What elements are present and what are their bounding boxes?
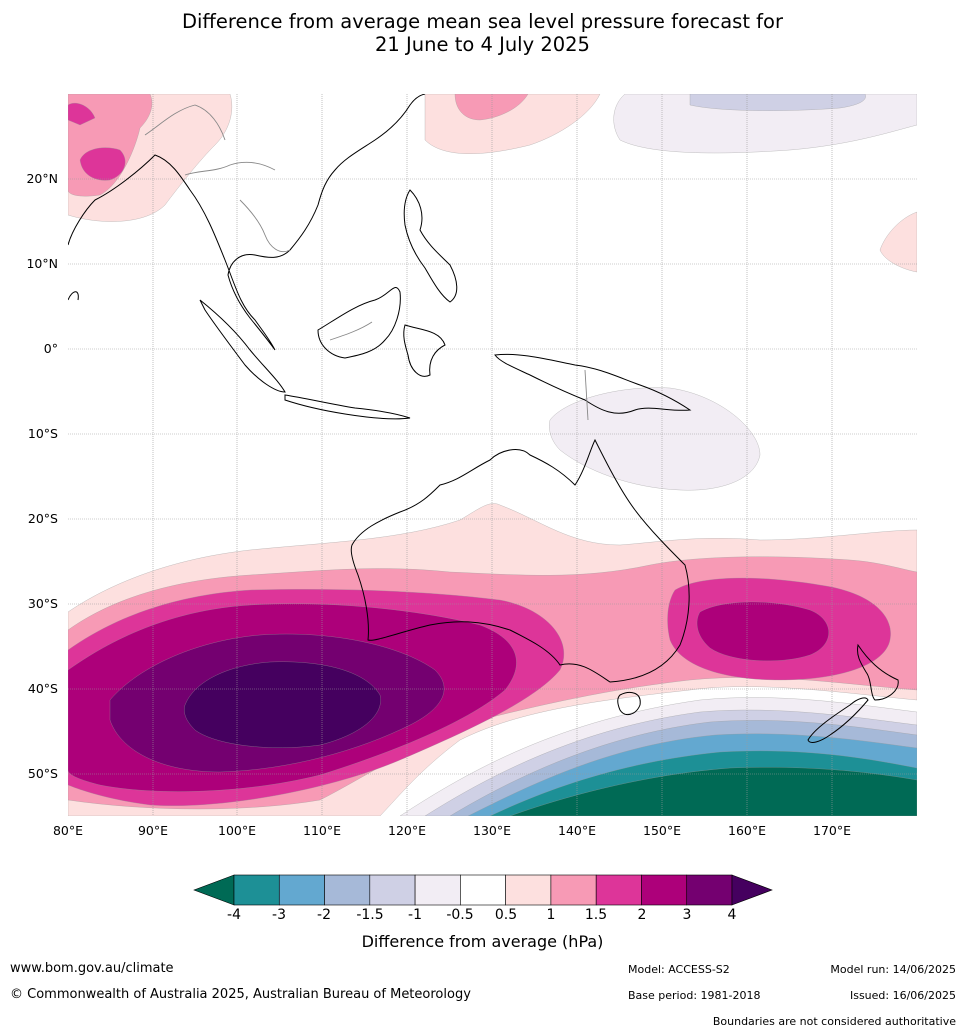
- colorbar-tick-neg2: -2: [317, 907, 331, 923]
- anomaly-pos4-south: [184, 661, 381, 748]
- lat-label-0: 0°: [43, 341, 58, 356]
- lon-label-120e: 120°E: [387, 823, 427, 838]
- lat-label-40s: 40°S: [27, 681, 58, 696]
- colorbar-tick-pos05: 0.5: [494, 907, 518, 923]
- tasmania-coast: [617, 692, 641, 716]
- anomaly-neg1-north: [689, 94, 866, 111]
- lon-label-130e: 130°E: [472, 823, 512, 838]
- colorbar-swatch: [550, 874, 597, 906]
- lon-label-160e: 160°E: [727, 823, 767, 838]
- anomaly-pos15-northwest-top: [68, 102, 96, 126]
- footer-base-period: Base period: 1981-2018: [628, 989, 761, 1002]
- colorbar-swatch: [595, 874, 642, 906]
- title-line-1: Difference from average mean sea level p…: [182, 10, 783, 33]
- colorbar-arrow-low: [193, 874, 235, 906]
- colorbar-swatch: [324, 874, 371, 906]
- borneo-coast: [317, 286, 401, 359]
- footer-url: www.bom.gov.au/climate: [10, 961, 174, 976]
- colorbar-swatch: [641, 874, 688, 906]
- sumatra-coast: [199, 299, 286, 393]
- colorbar-tick-neg1: -1: [408, 907, 422, 923]
- java-coast: [284, 394, 411, 420]
- colorbar: [193, 874, 773, 906]
- political-boundaries: [144, 104, 589, 421]
- lon-label-110e: 110°E: [302, 823, 342, 838]
- colorbar-tick-pos1: 1: [546, 907, 556, 923]
- coastlines: [68, 94, 899, 743]
- colorbar-tick-pos15: 1.5: [584, 907, 608, 923]
- lon-label-140e: 140°E: [557, 823, 597, 838]
- colorbar-arrow-high: [731, 874, 773, 906]
- colorbar-tick-pos4: 4: [727, 907, 737, 923]
- colorbar-tick-neg05: -0.5: [446, 907, 474, 923]
- anomaly-pos2-tasman: [696, 601, 829, 661]
- colorbar-swatch: [233, 874, 280, 906]
- footer-disclaimer: Boundaries are not considered authoritat…: [712, 1015, 956, 1028]
- colorbar-tick-neg15: -1.5: [356, 907, 384, 923]
- footer-issued: Issued: 16/06/2025: [849, 989, 956, 1002]
- lon-label-90e: 90°E: [137, 823, 169, 838]
- new-guinea-coast: [494, 353, 692, 414]
- anomaly-pos15-northwest: [79, 147, 126, 181]
- title-line-2: 21 June to 4 July 2025: [375, 33, 590, 56]
- colorbar-swatch: [505, 874, 552, 906]
- colorbar-swatch: [460, 874, 506, 906]
- new-zealand-south: [807, 697, 869, 743]
- forecast-map: [68, 94, 917, 816]
- colorbar-swatches: [193, 874, 773, 906]
- lat-label-20n: 20°N: [26, 171, 58, 186]
- colorbar-swatch: [278, 874, 325, 906]
- colorbar-swatch: [369, 874, 416, 906]
- anomaly-pos1-north: [454, 94, 529, 121]
- anomaly-neg05-north: [613, 94, 917, 154]
- india-coast: [68, 291, 79, 301]
- lon-label-170e: 170°E: [812, 823, 852, 838]
- chart-title: Difference from average mean sea level p…: [0, 10, 965, 56]
- colorbar-tick-neg3: -3: [272, 907, 286, 923]
- footer-model: Model: ACCESS-S2: [628, 963, 730, 976]
- sulawesi-coast: [403, 324, 446, 377]
- anomaly-neg4: [509, 767, 917, 816]
- lat-label-50s: 50°S: [27, 766, 58, 781]
- colorbar-swatch: [414, 874, 461, 906]
- colorbar-tick-pos3: 3: [682, 907, 692, 923]
- lat-label-30s: 30°S: [27, 596, 58, 611]
- philippines-coast: [403, 189, 458, 303]
- australia-coast: [350, 438, 690, 683]
- asia-mainland-coast: [68, 94, 426, 351]
- colorbar-title: Difference from average (hPa): [361, 932, 604, 951]
- anomaly-pos05-east: [879, 211, 917, 273]
- lat-label-10n: 10°N: [26, 256, 58, 271]
- lon-label-150e: 150°E: [642, 823, 682, 838]
- lat-label-20s: 20°S: [27, 511, 58, 526]
- new-zealand-north: [857, 643, 899, 701]
- footer-model-run: Model run: 14/06/2025: [830, 963, 956, 976]
- lon-label-80e: 80°E: [52, 823, 84, 838]
- colorbar-swatch: [686, 874, 733, 906]
- pressure-anomaly-layer: [68, 94, 917, 816]
- colorbar-tick-neg4: -4: [227, 907, 241, 923]
- graticule: [68, 94, 917, 816]
- lon-label-100e: 100°E: [217, 823, 257, 838]
- colorbar-tick-pos2: 2: [637, 907, 647, 923]
- footer-copyright: © Commonwealth of Australia 2025, Austra…: [10, 987, 471, 1002]
- lat-label-10s: 10°S: [27, 426, 58, 441]
